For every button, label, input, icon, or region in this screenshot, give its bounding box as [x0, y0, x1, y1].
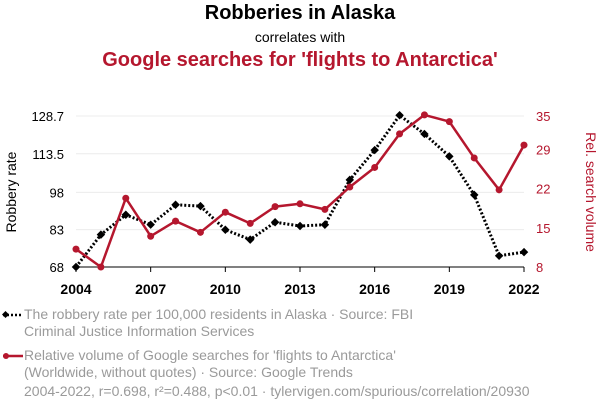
- y-tick-label-right: 15: [536, 221, 550, 236]
- y-axis-label-right: Rel. search volume: [583, 132, 599, 252]
- legend-label-series1: The robbery rate per 100,000 residents i…: [24, 306, 414, 339]
- data-point-series-2: [396, 130, 404, 138]
- x-tick-label: 2007: [135, 281, 166, 297]
- data-point-series-1: [345, 175, 355, 185]
- data-point-series-2: [122, 194, 130, 202]
- data-point-series-2: [172, 217, 180, 225]
- data-point-series-1: [245, 235, 255, 244]
- series-line-2: [75, 113, 526, 269]
- y-tick-label-left: 113.5: [32, 147, 64, 162]
- x-tick-label: 2004: [60, 281, 91, 297]
- data-point-series-1: [270, 217, 280, 227]
- x-tick-label: 2013: [284, 281, 315, 297]
- data-point-series-1: [146, 220, 155, 229]
- data-point-series-1: [470, 190, 479, 200]
- legend-item-series2: Relative volume of Google searches for '…: [3, 347, 444, 381]
- axes: 68 83 98 113.5 128.7 8 15 22 29 35 2004 2007 2010 201…: [31, 109, 550, 297]
- data-point-series-2: [72, 245, 80, 253]
- y-tick-label-left: 68: [50, 260, 64, 275]
- legend-marker-series2: [3, 353, 23, 359]
- data-point-series-2: [296, 200, 304, 208]
- data-point-series-2: [221, 208, 229, 216]
- legend-item-series1: The robbery rate per 100,000 residents i…: [2, 306, 444, 340]
- x-tick-label: 2019: [434, 281, 465, 297]
- data-point-series-2: [371, 163, 379, 171]
- data-point-series-1: [420, 129, 429, 139]
- footer-note: 2004-2022, r=0.698, r²=0.488, p<0.01 · t…: [24, 383, 530, 399]
- x-tick-label: 2010: [210, 281, 241, 297]
- y-tick-label-right: 8: [536, 260, 543, 275]
- chart-title-secondary: Google searches for 'flights to Antarcti…: [102, 49, 498, 71]
- y-axis-label-left: Robbery rate: [3, 151, 19, 232]
- data-point-series-1: [196, 201, 205, 211]
- data-point-series-2: [196, 228, 204, 236]
- data-point-series-1: [494, 251, 504, 261]
- data-point-series-2: [97, 263, 105, 271]
- data-point-series-1: [320, 220, 330, 229]
- data-point-series-2: [271, 203, 279, 211]
- series-line-1: [74, 113, 525, 268]
- data-point-series-2: [321, 205, 329, 213]
- data-point-series-2: [470, 154, 478, 162]
- y-tick-label-right: 29: [536, 143, 550, 158]
- y-tick-label-left: 128.7: [31, 109, 64, 124]
- data-point-series-1: [221, 225, 230, 234]
- data-point-series-1: [96, 230, 106, 239]
- data-point-series-1: [370, 145, 379, 155]
- data-point-series-2: [420, 111, 428, 119]
- grid-lines: [76, 115, 524, 268]
- chart-subtitle: correlates with: [254, 29, 346, 45]
- data-point-series-1: [171, 200, 180, 210]
- y-tick-label-left: 98: [50, 185, 64, 200]
- x-tick-label: 2016: [359, 281, 390, 297]
- legend-marker-series1: [2, 310, 23, 319]
- data-point-series-1: [71, 262, 81, 272]
- legend-label-series2: Relative volume of Google searches for '…: [24, 347, 396, 380]
- chart-title: Robberies in Alaska: [204, 2, 396, 24]
- x-tick-label: 2022: [508, 281, 539, 297]
- series: [71, 110, 529, 272]
- y-tick-label-left: 83: [50, 223, 64, 238]
- data-point-series-2: [246, 219, 254, 227]
- data-point-series-1: [395, 110, 404, 120]
- data-point-series-2: [495, 186, 503, 194]
- data-point-series-2: [147, 232, 155, 240]
- data-point-series-2: [445, 118, 453, 126]
- y-tick-label-right: 22: [536, 182, 550, 197]
- data-point-series-2: [346, 183, 354, 191]
- data-point-series-1: [519, 247, 529, 257]
- data-point-series-2: [520, 141, 528, 149]
- y-tick-label-right: 35: [536, 109, 550, 124]
- data-point-series-1: [295, 221, 305, 231]
